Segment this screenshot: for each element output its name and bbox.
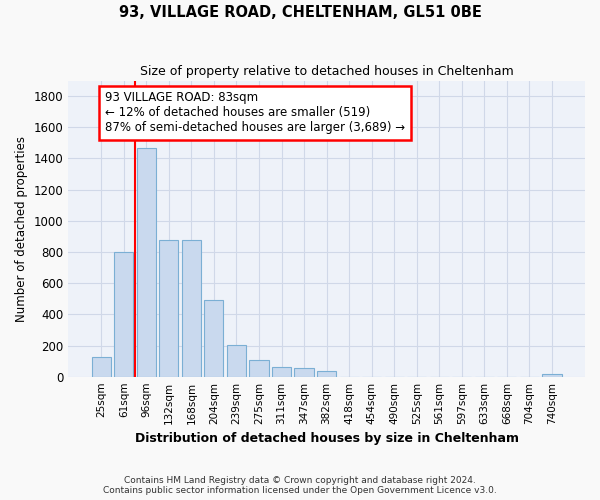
Bar — [250, 360, 269, 376]
Bar — [114, 252, 133, 376]
Text: 93, VILLAGE ROAD, CHELTENHAM, GL51 0BE: 93, VILLAGE ROAD, CHELTENHAM, GL51 0BE — [119, 5, 481, 20]
Text: 93 VILLAGE ROAD: 83sqm
← 12% of detached houses are smaller (519)
87% of semi-de: 93 VILLAGE ROAD: 83sqm ← 12% of detached… — [105, 92, 406, 134]
Bar — [295, 368, 314, 376]
Bar — [542, 374, 562, 376]
Bar — [272, 366, 291, 376]
X-axis label: Distribution of detached houses by size in Cheltenham: Distribution of detached houses by size … — [134, 432, 518, 445]
Bar — [159, 240, 178, 376]
Bar — [205, 300, 223, 376]
Bar — [92, 357, 111, 376]
Bar — [137, 148, 156, 376]
Bar — [317, 371, 336, 376]
Bar — [182, 240, 201, 376]
Title: Size of property relative to detached houses in Cheltenham: Size of property relative to detached ho… — [140, 65, 514, 78]
Y-axis label: Number of detached properties: Number of detached properties — [15, 136, 28, 322]
Bar — [227, 344, 246, 376]
Text: Contains HM Land Registry data © Crown copyright and database right 2024.
Contai: Contains HM Land Registry data © Crown c… — [103, 476, 497, 495]
